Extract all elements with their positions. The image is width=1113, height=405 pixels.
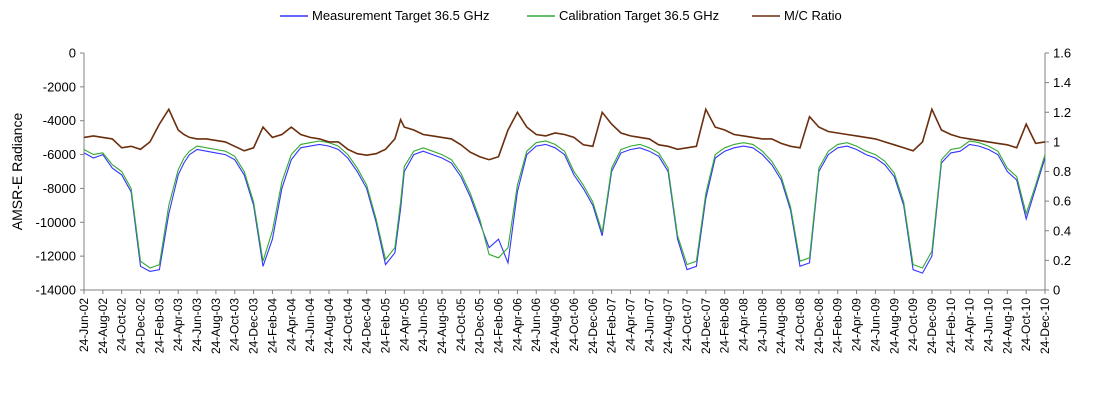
y2-tick-label: 0.6 bbox=[1053, 194, 1071, 209]
x-tick-label: 24-Oct-05 bbox=[454, 298, 468, 352]
x-tick-label: 24-Jun-02 bbox=[77, 298, 91, 352]
x-tick-label: 24-Dec-04 bbox=[360, 298, 374, 354]
x-tick-label: 24-Oct-03 bbox=[228, 298, 242, 352]
x-tick-label: 24-Oct-04 bbox=[341, 298, 355, 352]
x-tick-label: 24-Oct-07 bbox=[680, 298, 694, 352]
y-tick-label: -6000 bbox=[43, 147, 76, 162]
x-tick-label: 24-Aug-08 bbox=[774, 298, 788, 354]
x-tick-label: 24-Apr-04 bbox=[284, 298, 298, 352]
x-tick-label: 24-Feb-06 bbox=[492, 298, 506, 354]
y2-tick-label: 0.2 bbox=[1053, 253, 1071, 268]
y2-tick-label: 1.4 bbox=[1053, 75, 1071, 90]
x-tick-label: 24-Aug-09 bbox=[887, 298, 901, 354]
x-tick-label: 24-Apr-06 bbox=[510, 298, 524, 352]
x-tick-label: 24-Aug-02 bbox=[96, 298, 110, 354]
x-tick-label: 24-Feb-08 bbox=[718, 298, 732, 354]
x-tick-label: 24-Dec-05 bbox=[473, 298, 487, 354]
x-tick-label: 24-Aug-04 bbox=[322, 298, 336, 354]
y-tick-label: -8000 bbox=[43, 181, 76, 196]
y-tick-label: -2000 bbox=[43, 79, 76, 94]
x-tick-label: 24-Dec-06 bbox=[586, 298, 600, 354]
x-tick-label: 24-Jun-05 bbox=[416, 298, 430, 352]
x-tick-label: 24-Dec-03 bbox=[247, 298, 261, 354]
x-tick-label: 24-Jun-07 bbox=[642, 298, 656, 352]
y-tick-label: -14000 bbox=[36, 283, 76, 298]
y2-tick-label: 1.2 bbox=[1053, 105, 1071, 120]
x-tick-label: 24-Feb-10 bbox=[944, 298, 958, 354]
y2-tick-label: 1 bbox=[1053, 134, 1060, 149]
x-tick-label: 24-Apr-05 bbox=[397, 298, 411, 352]
series-line-1 bbox=[84, 140, 1045, 269]
x-tick-label: 24-Jun-10 bbox=[981, 298, 995, 352]
series-line-2 bbox=[84, 107, 1045, 161]
x-tick-label: 24-Jun-08 bbox=[755, 298, 769, 352]
y-tick-label: -4000 bbox=[43, 113, 76, 128]
x-tick-label: 24-Dec-07 bbox=[699, 298, 713, 354]
x-tick-label: 24-Feb-04 bbox=[265, 298, 279, 354]
x-tick-label: 24-Feb-09 bbox=[831, 298, 845, 354]
x-tick-label: 24-Oct-09 bbox=[906, 298, 920, 352]
x-tick-label: 24-Apr-08 bbox=[737, 298, 751, 352]
x-tick-label: 24-Aug-03 bbox=[209, 298, 223, 354]
y2-tick-label: 0 bbox=[1053, 283, 1060, 298]
x-tick-label: 24-Oct-06 bbox=[567, 298, 581, 352]
y-axis-label: AMSR-E Radiance bbox=[9, 113, 25, 231]
x-tick-label: 24-Feb-03 bbox=[152, 298, 166, 354]
x-tick-label: 24-Jun-03 bbox=[190, 298, 204, 352]
x-tick-label: 24-Apr-03 bbox=[171, 298, 185, 352]
legend-label-2: M/C Ratio bbox=[784, 8, 842, 23]
x-tick-label: 24-Oct-08 bbox=[793, 298, 807, 352]
y-tick-label: -10000 bbox=[36, 215, 76, 230]
x-tick-label: 24-Aug-07 bbox=[661, 298, 675, 354]
x-tick-label: 24-Apr-07 bbox=[623, 298, 637, 352]
x-tick-label: 24-Jun-04 bbox=[303, 298, 317, 352]
x-tick-label: 24-Oct-10 bbox=[1019, 298, 1033, 352]
x-tick-label: 24-Dec-09 bbox=[925, 298, 939, 354]
x-tick-label: 24-Dec-08 bbox=[812, 298, 826, 354]
y-tick-label: 0 bbox=[69, 46, 76, 61]
x-tick-label: 24-Oct-02 bbox=[115, 298, 129, 352]
y2-tick-label: 1.6 bbox=[1053, 46, 1071, 61]
x-tick-label: 24-Feb-05 bbox=[378, 298, 392, 354]
x-tick-label: 24-Aug-10 bbox=[1000, 298, 1014, 354]
x-tick-label: 24-Aug-06 bbox=[548, 298, 562, 354]
x-tick-label: 24-Jun-09 bbox=[868, 298, 882, 352]
x-tick-label: 24-Aug-05 bbox=[435, 298, 449, 354]
y2-tick-label: 0.8 bbox=[1053, 164, 1071, 179]
legend-label-0: Measurement Target 36.5 GHz bbox=[312, 8, 490, 23]
x-tick-label: 24-Feb-07 bbox=[605, 298, 619, 354]
x-tick-label: 24-Apr-10 bbox=[963, 298, 977, 352]
x-tick-label: 24-Dec-02 bbox=[134, 298, 148, 354]
x-tick-label: 24-Dec-10 bbox=[1038, 298, 1052, 354]
x-tick-label: 24-Apr-09 bbox=[850, 298, 864, 352]
series-line-0 bbox=[84, 143, 1045, 274]
y-tick-label: -12000 bbox=[36, 249, 76, 264]
legend-label-1: Calibration Target 36.5 GHz bbox=[559, 8, 719, 23]
x-tick-label: 24-Jun-06 bbox=[529, 298, 543, 352]
y2-tick-label: 0.4 bbox=[1053, 223, 1071, 238]
